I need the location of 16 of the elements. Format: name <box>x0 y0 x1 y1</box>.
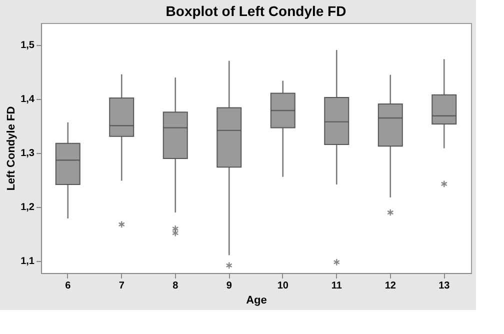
x-tick-label: 9 <box>226 280 232 292</box>
chart-title: Boxplot of Left Condyle FD <box>166 3 346 19</box>
y-tick-label: 1,3 <box>20 148 35 160</box>
y-tick-label: 1,5 <box>20 40 35 52</box>
y-axis-title: Left Condyle FD <box>6 106 18 191</box>
x-tick-label: 13 <box>438 280 450 292</box>
x-tick-label: 12 <box>384 280 396 292</box>
y-tick-label: 1,2 <box>20 202 35 214</box>
x-tick-label: 7 <box>118 280 125 292</box>
y-tick-label: 1,4 <box>20 94 35 106</box>
x-tick-label: 10 <box>277 280 289 292</box>
y-tick-label: 1,1 <box>20 256 35 268</box>
x-tick-label: 8 <box>172 280 179 292</box>
x-tick-label: 6 <box>65 280 72 292</box>
x-tick-label: 11 <box>331 280 342 292</box>
x-axis-title: Age <box>246 294 267 306</box>
